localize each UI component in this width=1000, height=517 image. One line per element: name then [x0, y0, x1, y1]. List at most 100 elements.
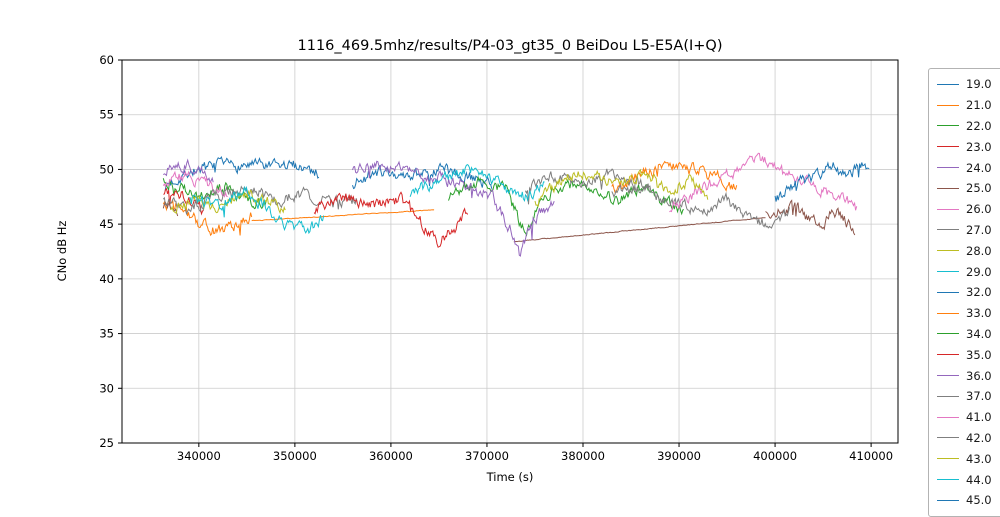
legend-item: 19.0 — [937, 74, 1000, 95]
legend-item: 43.0 — [937, 448, 1000, 469]
legend-line-swatch — [937, 333, 959, 335]
legend-item: 27.0 — [937, 220, 1000, 241]
legend-label: 26.0 — [966, 202, 992, 217]
legend-line-swatch — [937, 458, 959, 460]
legend-label: 21.0 — [966, 98, 992, 113]
legend-line-swatch — [937, 291, 959, 293]
y-tick-label: 35 — [99, 327, 114, 341]
legend-label: 43.0 — [966, 451, 992, 466]
legend-item: 33.0 — [937, 303, 1000, 324]
series-line-36.0 — [352, 160, 555, 257]
legend-label: 42.0 — [966, 430, 992, 445]
x-tick-label: 350000 — [273, 449, 317, 463]
legend-label: 28.0 — [966, 243, 992, 258]
legend-label: 19.0 — [966, 77, 992, 92]
legend-item: 25.0 — [937, 178, 1000, 199]
x-tick-label: 410000 — [849, 449, 893, 463]
series-line-45.0 — [774, 161, 870, 202]
legend-label: 41.0 — [966, 410, 992, 425]
legend-item: 44.0 — [937, 469, 1000, 490]
x-tick-label: 400000 — [753, 449, 797, 463]
axes-spines — [121, 59, 899, 444]
legend-label: 44.0 — [966, 472, 992, 487]
legend-item: 29.0 — [937, 261, 1000, 282]
legend-line-swatch — [937, 146, 959, 148]
legend-item: 26.0 — [937, 199, 1000, 220]
series-line-32.0 — [352, 162, 493, 190]
x-tick-label: 340000 — [177, 449, 221, 463]
legend-label: 32.0 — [966, 285, 992, 300]
legend-label: 24.0 — [966, 160, 992, 175]
legend-item: 24.0 — [937, 157, 1000, 178]
legend-label: 36.0 — [966, 368, 992, 383]
legend-line-swatch — [937, 375, 959, 377]
legend-line-swatch — [937, 187, 959, 189]
x-tick-label: 380000 — [561, 449, 605, 463]
y-tick-label: 40 — [99, 272, 114, 286]
series-line-27.0 — [162, 185, 358, 216]
y-tick-label: 45 — [99, 217, 114, 231]
legend-item: 22.0 — [937, 116, 1000, 137]
legend-line-swatch — [937, 354, 959, 356]
legend: 19.0 21.0 22.0 23.0 24.0 25.0 26.0 27.0 28.0 29.0… — [928, 68, 1000, 517]
series-line-43.0 — [534, 168, 709, 208]
legend-item: 32.0 — [937, 282, 1000, 303]
legend-label: 23.0 — [966, 139, 992, 154]
legend-label: 25.0 — [966, 181, 992, 196]
y-tick-label: 60 — [99, 53, 114, 67]
x-tick-label: 390000 — [657, 449, 701, 463]
legend-label: 29.0 — [966, 264, 992, 279]
legend-line-swatch — [937, 312, 959, 314]
series-line-44.0 — [409, 163, 545, 203]
y-tick-label: 55 — [99, 108, 114, 122]
legend-line-swatch — [937, 271, 959, 273]
series-line-42.0 — [524, 168, 651, 205]
series-line-25.0 — [765, 199, 856, 236]
legend-line-swatch — [937, 104, 959, 106]
legend-label: 35.0 — [966, 347, 992, 362]
series-line-41.0 — [669, 152, 858, 213]
legend-line-swatch — [937, 437, 959, 439]
legend-line-swatch — [937, 416, 959, 418]
y-tick-label: 25 — [99, 436, 114, 450]
x-axis-label: Time (s) — [486, 470, 534, 484]
series-line-35.0 — [313, 191, 469, 248]
legend-item: 36.0 — [937, 365, 1000, 386]
series-line-24.0 — [163, 158, 214, 183]
legend-line-swatch — [937, 208, 959, 210]
series-line-29.0 — [189, 185, 325, 235]
legend-line-swatch — [937, 167, 959, 169]
chart-canvas: 340000 350000 360000 370000 380000 390000 4000… — [99, 53, 899, 463]
chart-title: 1116_469.5mhz/results/P4-03_gt35_0 BeiDo… — [297, 38, 723, 54]
legend-line-swatch — [937, 83, 959, 85]
series-group — [162, 152, 870, 257]
y-tick-label: 50 — [99, 162, 114, 176]
legend-line-swatch — [937, 479, 959, 481]
x-tick-label: 370000 — [465, 449, 509, 463]
legend-item: 35.0 — [937, 344, 1000, 365]
legend-item: 21.0 — [937, 95, 1000, 116]
legend-item: 45.0 — [937, 490, 1000, 511]
legend-item: 41.0 — [937, 407, 1000, 428]
legend-label: 33.0 — [966, 306, 992, 321]
legend-line-swatch — [937, 395, 959, 397]
legend-label: 37.0 — [966, 389, 992, 404]
legend-line-swatch — [937, 125, 959, 127]
legend-label: 27.0 — [966, 222, 992, 237]
series-line-25.0 — [162, 201, 179, 217]
legend-item: 37.0 — [937, 386, 1000, 407]
y-tick-label: 30 — [99, 381, 114, 395]
series-line-25.0 — [513, 217, 766, 243]
legend-line-swatch — [937, 229, 959, 231]
legend-item: 42.0 — [937, 428, 1000, 449]
legend-item: 28.0 — [937, 240, 1000, 261]
legend-label: 34.0 — [966, 326, 992, 341]
series-line-37.0 — [611, 183, 790, 229]
legend-item: 34.0 — [937, 324, 1000, 345]
series-line-26.0 — [162, 169, 228, 198]
x-tick-label: 360000 — [369, 449, 413, 463]
legend-label: 22.0 — [966, 118, 992, 133]
legend-label: 45.0 — [966, 493, 992, 508]
legend-line-swatch — [937, 250, 959, 252]
legend-item: 23.0 — [937, 136, 1000, 157]
